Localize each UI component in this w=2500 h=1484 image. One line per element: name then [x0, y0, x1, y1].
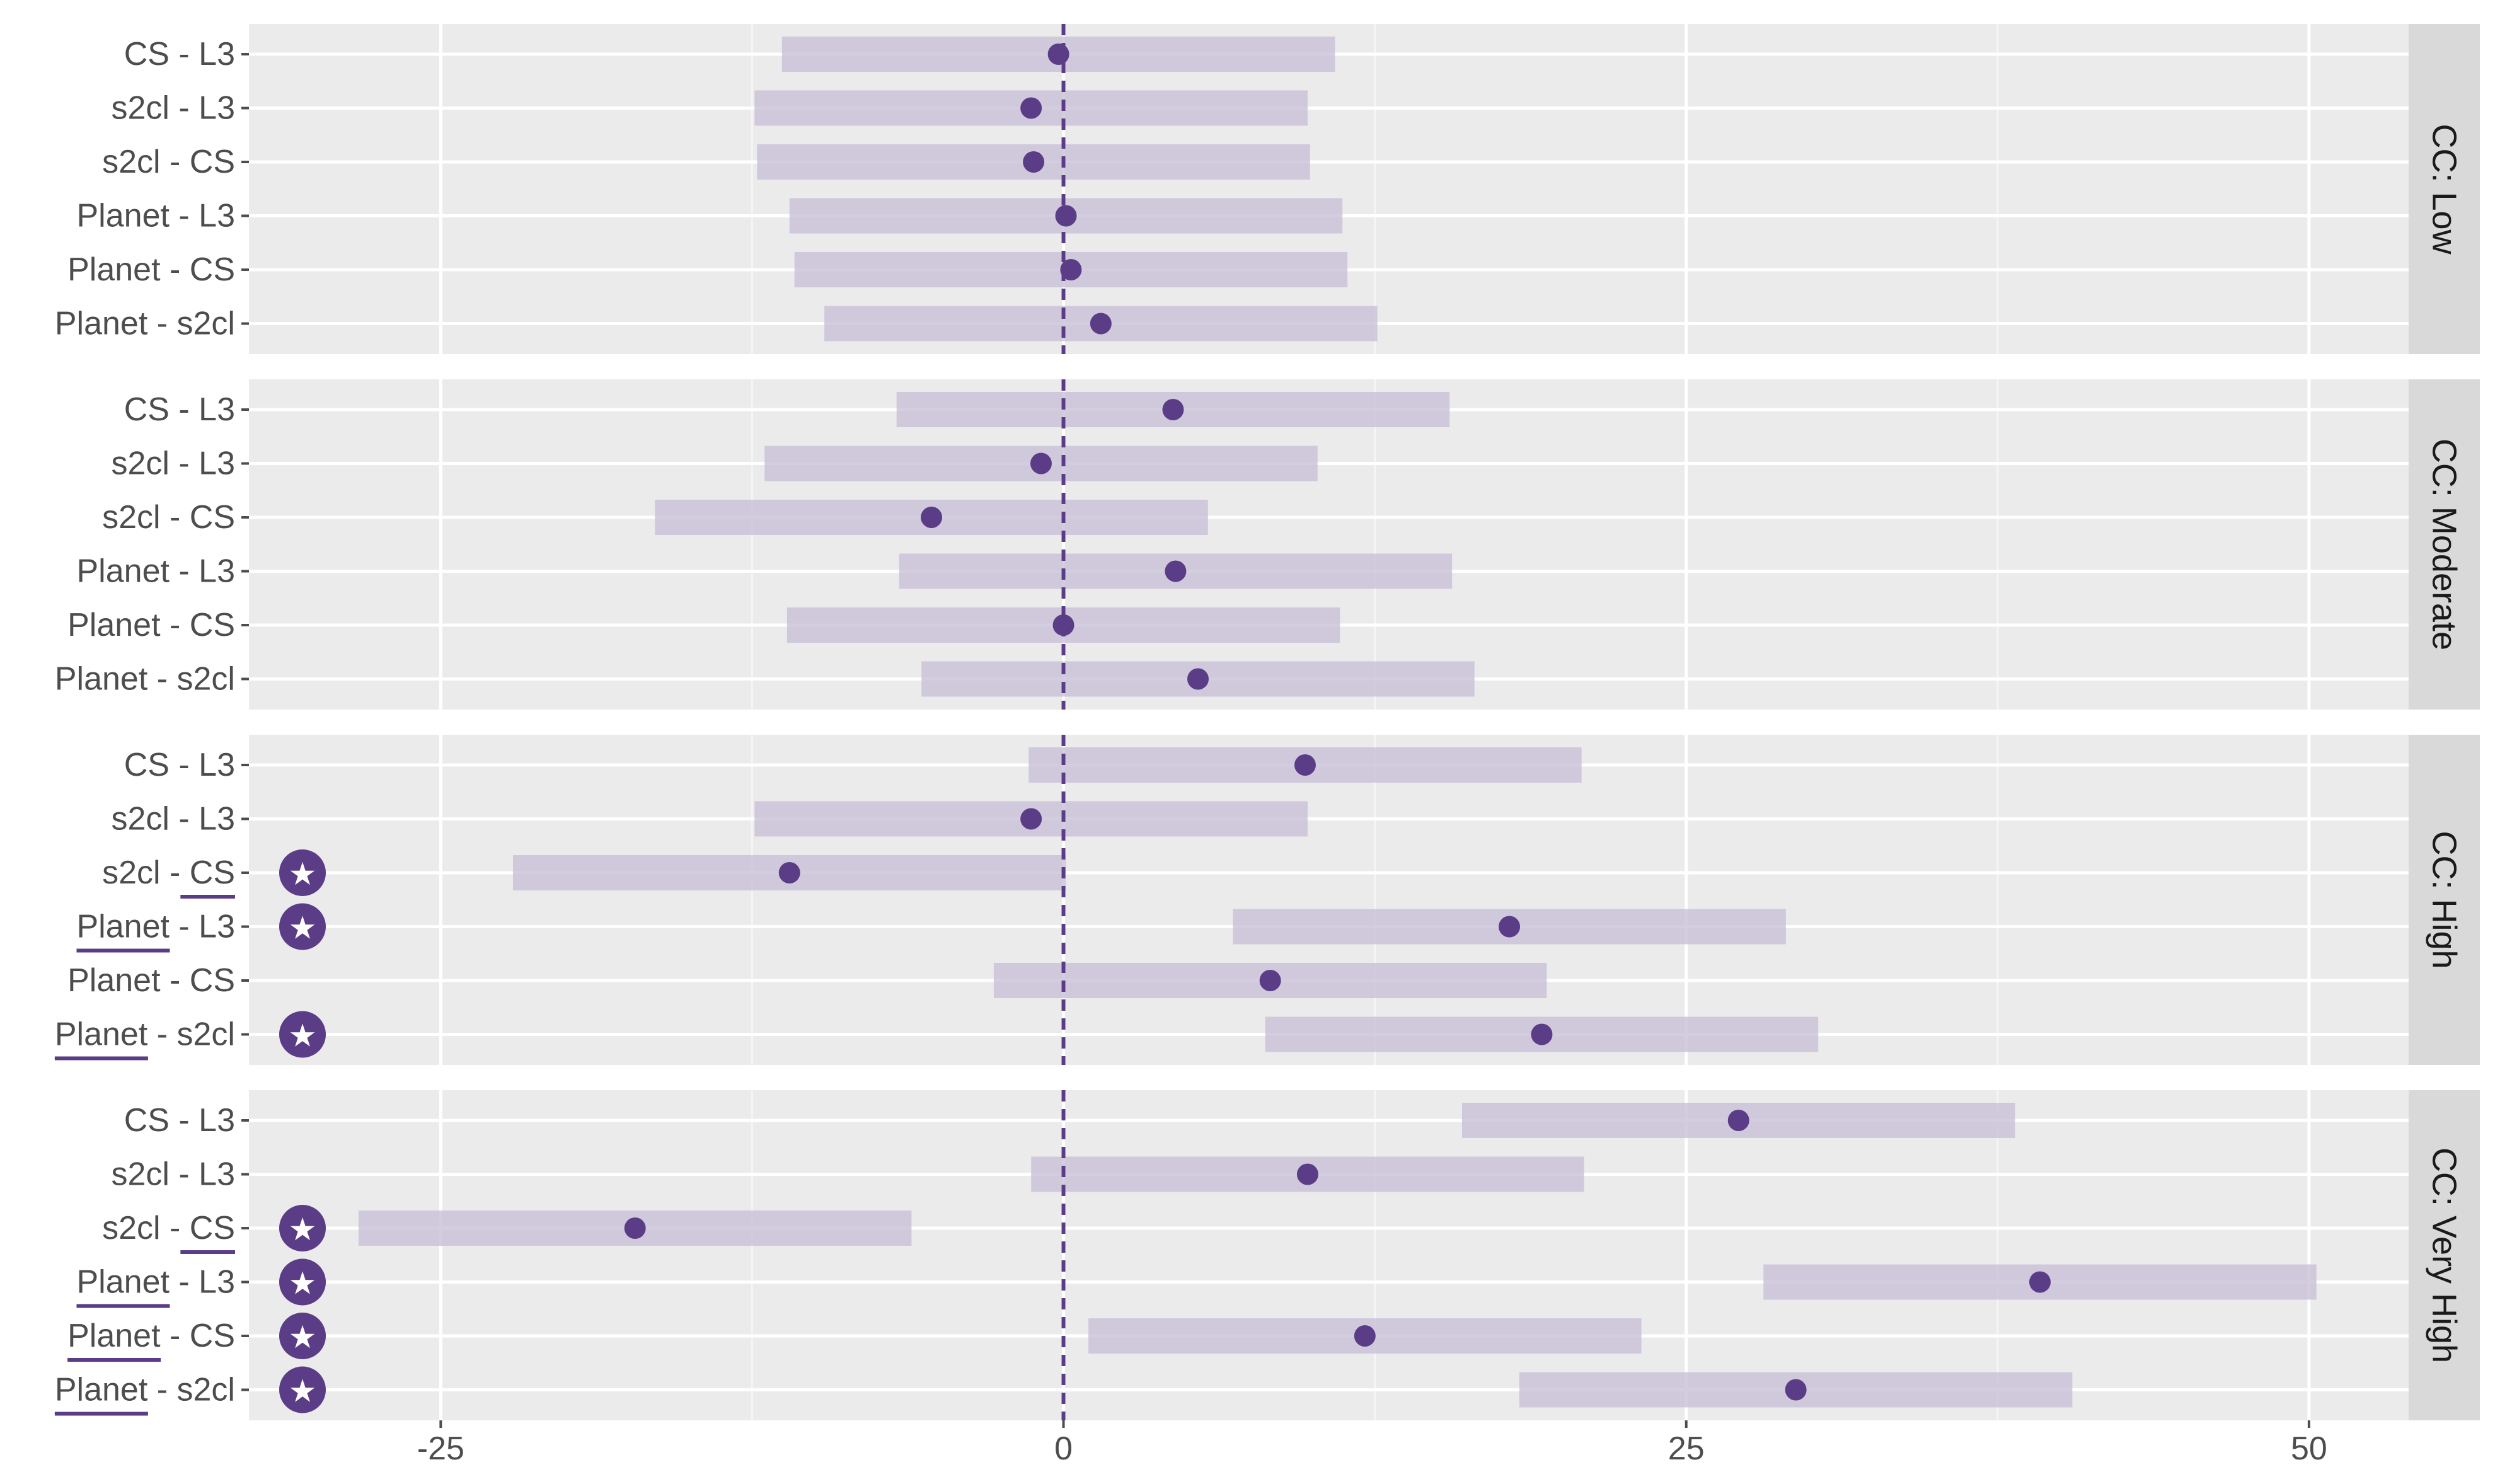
estimate-point	[1531, 1023, 1553, 1045]
facet-strip-label: CC: High	[2426, 831, 2463, 969]
estimate-point	[778, 862, 800, 883]
estimate-point	[1354, 1325, 1376, 1347]
estimate-point	[921, 507, 943, 528]
star-marker-circle	[279, 849, 326, 896]
x-tick-label: 0	[1054, 1430, 1073, 1467]
estimate-point	[1296, 1163, 1318, 1185]
star-marker-circle	[279, 1258, 326, 1306]
estimate-point	[1499, 916, 1521, 938]
facet-strip	[2409, 24, 2480, 354]
star-icon: ★	[289, 1373, 317, 1410]
star-marker-circle	[279, 903, 326, 950]
estimate-point	[1259, 970, 1281, 991]
star-icon: ★	[289, 1018, 317, 1054]
y-tick-label: CS - L3	[124, 747, 235, 783]
facet-strip	[2409, 735, 2480, 1065]
estimate-point	[1187, 668, 1209, 690]
estimate-point	[1785, 1379, 1807, 1401]
y-tick-label: Planet - s2cl	[55, 661, 235, 698]
facet-strip-label: CC: Very High	[2426, 1148, 2463, 1363]
estimate-point	[1055, 205, 1077, 227]
star-icon: ★	[289, 910, 317, 946]
estimate-point	[1020, 97, 1042, 119]
star-marker-circle	[279, 1011, 326, 1058]
star-marker-circle	[279, 1366, 326, 1413]
panel-background	[249, 24, 2409, 354]
estimate-point	[1020, 808, 1042, 830]
panel-background	[249, 735, 2409, 1065]
y-tick-label: s2cl - L3	[111, 446, 235, 482]
y-tick-label: Planet - CS	[67, 607, 235, 643]
estimate-point	[624, 1217, 646, 1239]
y-tick-label: Planet - CS	[67, 251, 235, 288]
y-tick-label: CS - L3	[124, 36, 235, 72]
panel-background	[249, 1090, 2409, 1420]
estimate-point	[1060, 259, 1082, 280]
star-marker-circle	[279, 1205, 326, 1251]
y-tick-label: Planet - CS	[67, 962, 235, 999]
star-icon: ★	[289, 1319, 317, 1355]
x-tick-label: -25	[417, 1430, 464, 1467]
estimate-point	[1047, 43, 1069, 65]
estimate-point	[1162, 399, 1184, 420]
star-icon: ★	[289, 1265, 317, 1302]
y-tick-label: s2cl - L3	[111, 90, 235, 127]
estimate-point	[1030, 452, 1052, 475]
y-tick-label: s2cl - CS	[102, 854, 235, 891]
x-tick-label: 25	[1668, 1430, 1705, 1467]
star-icon: ★	[289, 1211, 317, 1248]
y-tick-label: s2cl - L3	[111, 801, 235, 837]
estimate-point	[1052, 614, 1074, 636]
y-tick-label: Planet - CS	[67, 1318, 235, 1354]
facet-strip	[2409, 1090, 2480, 1420]
y-tick-label: Planet - s2cl	[55, 1372, 235, 1408]
estimate-point	[2029, 1271, 2051, 1293]
y-tick-label: s2cl - L3	[111, 1156, 235, 1193]
y-tick-label: s2cl - CS	[102, 1210, 235, 1246]
estimate-point	[1165, 560, 1187, 582]
y-tick-label: s2cl - CS	[102, 144, 235, 180]
y-tick-label: Planet - s2cl	[55, 306, 235, 342]
panel-background	[249, 379, 2409, 710]
star-icon: ★	[289, 856, 317, 892]
estimate-point	[1727, 1110, 1749, 1131]
estimate-point	[1090, 313, 1112, 335]
y-tick-label: Planet - L3	[77, 553, 236, 590]
facet-strip-label: CC: Moderate	[2426, 439, 2463, 650]
estimate-point	[1294, 754, 1316, 776]
y-tick-label: s2cl - CS	[102, 499, 235, 536]
x-tick-label: 50	[2291, 1430, 2327, 1467]
estimate-point	[1023, 151, 1045, 173]
y-tick-label: Planet - L3	[77, 198, 236, 234]
y-tick-label: CS - L3	[124, 1102, 235, 1139]
y-tick-label: Planet - L3	[77, 909, 236, 945]
star-marker-circle	[279, 1313, 326, 1359]
facet-strip-label: CC: Low	[2426, 124, 2463, 255]
y-tick-label: Planet - s2cl	[55, 1016, 235, 1053]
y-tick-label: Planet - L3	[77, 1264, 236, 1301]
facet-strip	[2409, 379, 2480, 710]
y-tick-label: CS - L3	[124, 391, 235, 428]
